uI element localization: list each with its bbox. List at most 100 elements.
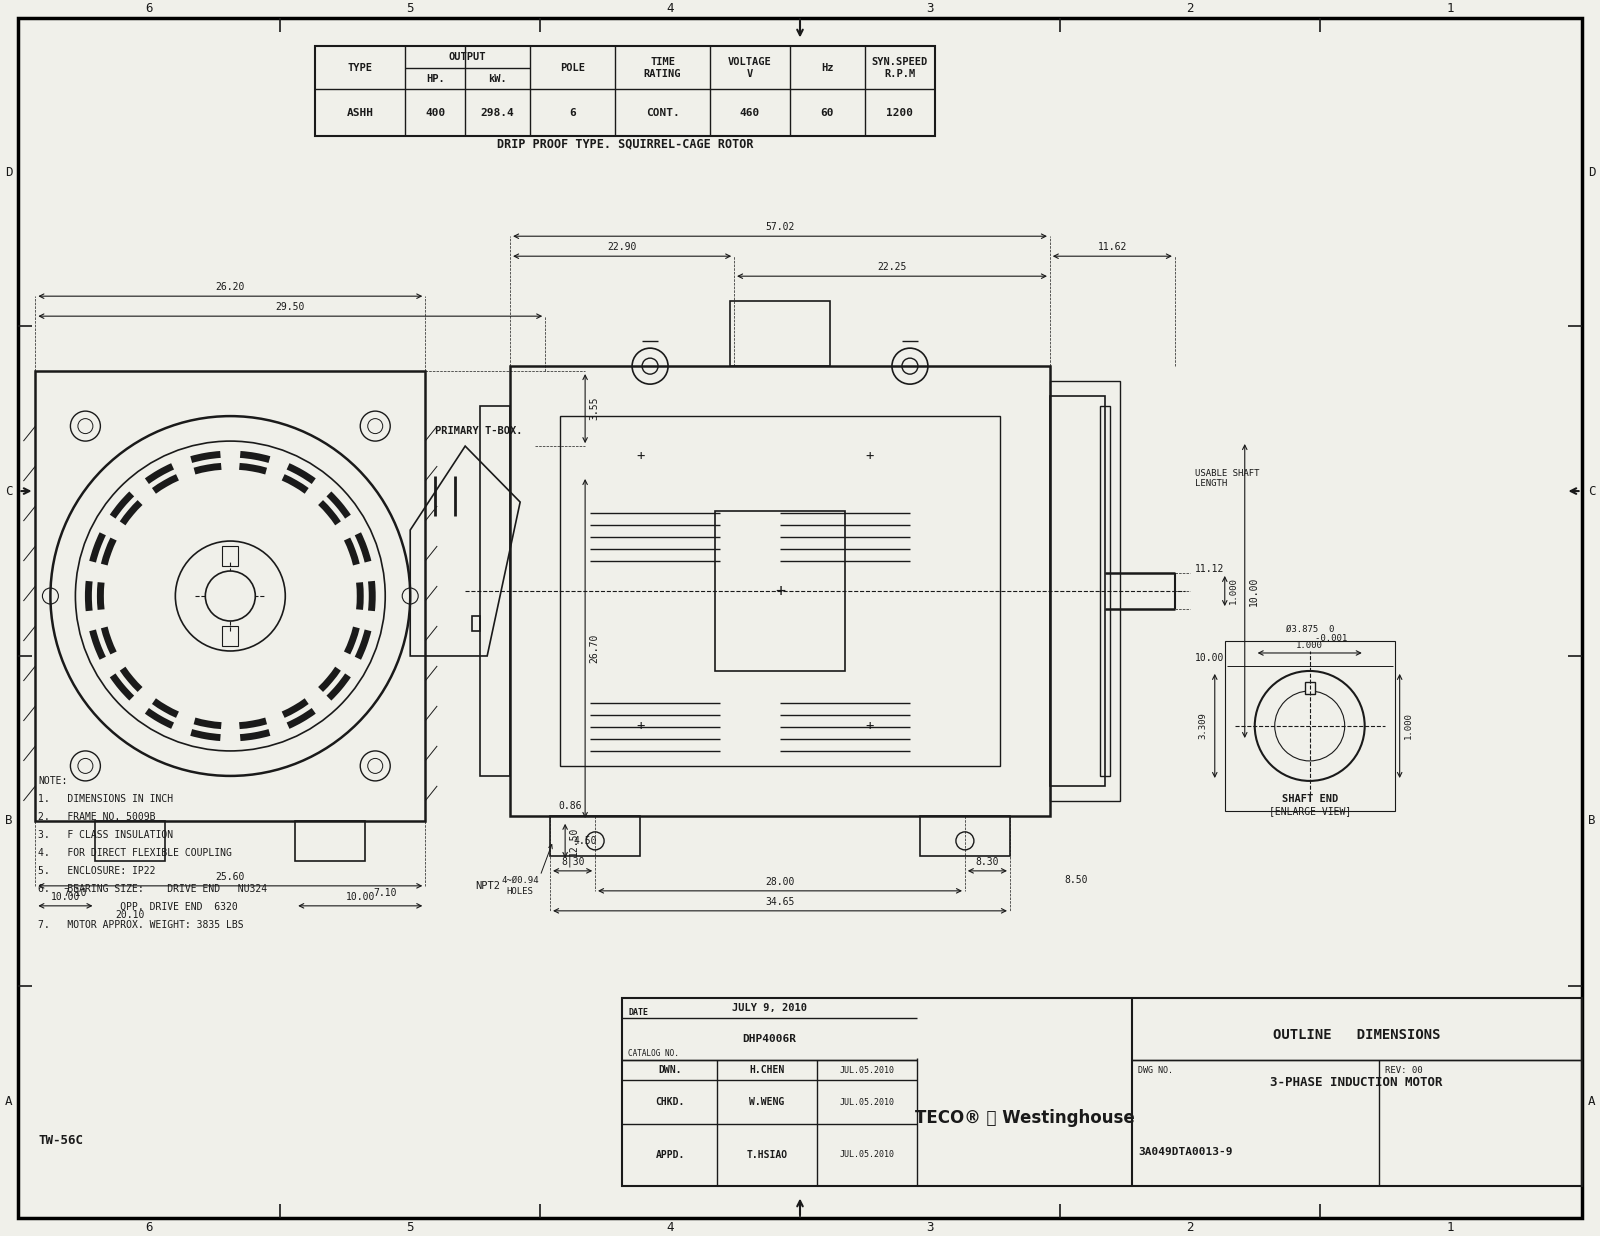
Text: NPT2: NPT2 (475, 881, 501, 891)
Bar (920, 816, 1010, 855)
Text: D: D (5, 166, 13, 179)
Text: 25.60: 25.60 (216, 871, 245, 881)
Bar (480, 407, 510, 776)
Bar (550, 816, 640, 855)
Text: USABLE SHAFT
LENGTH: USABLE SHAFT LENGTH (1195, 468, 1259, 488)
Text: 1.000: 1.000 (1229, 577, 1238, 604)
Text: Ø3.875  0: Ø3.875 0 (1285, 624, 1334, 634)
Text: T.HSIAO: T.HSIAO (747, 1149, 787, 1159)
Text: TW-56C: TW-56C (38, 1135, 83, 1147)
Text: D: D (1587, 166, 1595, 179)
Text: 1: 1 (1446, 1221, 1454, 1235)
Text: 12.50: 12.50 (570, 826, 579, 855)
Text: H.CHEN: H.CHEN (749, 1065, 784, 1075)
Text: 22.90: 22.90 (608, 242, 637, 252)
Text: C: C (1587, 485, 1595, 498)
Text: 6: 6 (570, 108, 576, 117)
Text: 11.62: 11.62 (1098, 242, 1126, 252)
Text: OPP. DRIVE END  6320: OPP. DRIVE END 6320 (38, 902, 238, 912)
Text: 10.00: 10.00 (51, 892, 80, 902)
Text: 3-PHASE INDUCTION MOTOR: 3-PHASE INDUCTION MOTOR (1270, 1075, 1443, 1089)
Text: 6: 6 (146, 1221, 154, 1235)
Text: A: A (1587, 1095, 1595, 1109)
Text: CONT.: CONT. (646, 108, 680, 117)
Text: 4: 4 (666, 1221, 674, 1235)
Text: PRIMARY T-BOX.: PRIMARY T-BOX. (435, 426, 523, 436)
Text: 10.00: 10.00 (1195, 654, 1224, 664)
Text: 2.   FRAME NO. 5009B: 2. FRAME NO. 5009B (38, 812, 155, 822)
Bar (1050, 396, 1106, 786)
Bar (315, 46, 934, 136)
Text: 2: 2 (1186, 1221, 1194, 1235)
Text: 26.70: 26.70 (589, 634, 598, 664)
Text: 4.   FOR DIRECT FLEXIBLE COUPLING: 4. FOR DIRECT FLEXIBLE COUPLING (38, 848, 232, 858)
Text: C: C (5, 485, 13, 498)
Bar (35, 371, 426, 821)
Text: 6: 6 (146, 1, 154, 15)
Text: 8.50: 8.50 (1066, 875, 1088, 885)
Text: 4~Ø0.94
HOLES: 4~Ø0.94 HOLES (501, 876, 539, 896)
Text: 4.50: 4.50 (573, 836, 597, 845)
Text: 0.86: 0.86 (558, 801, 582, 811)
Bar (296, 821, 365, 860)
Bar (472, 616, 480, 632)
Text: JUL.05.2010: JUL.05.2010 (840, 1065, 894, 1074)
Bar (730, 302, 830, 366)
Text: +: + (635, 719, 645, 733)
Text: 1: 1 (1446, 1, 1454, 15)
Text: kW.: kW. (488, 74, 507, 84)
Bar (1099, 407, 1110, 776)
Text: CHKD.: CHKD. (656, 1098, 685, 1107)
Text: 11.12: 11.12 (1195, 564, 1224, 574)
Text: JUL.05.2010: JUL.05.2010 (840, 1098, 894, 1106)
Text: CATALOG NO.: CATALOG NO. (629, 1049, 678, 1058)
Text: 7.   MOTOR APPROX. WEIGHT: 3835 LBS: 7. MOTOR APPROX. WEIGHT: 3835 LBS (38, 920, 245, 929)
Text: 1.   DIMENSIONS IN INCH: 1. DIMENSIONS IN INCH (38, 794, 173, 803)
Text: 22.25: 22.25 (877, 262, 907, 272)
Text: DWN.: DWN. (658, 1065, 682, 1075)
Text: REV: 00: REV: 00 (1386, 1065, 1422, 1075)
Text: [ENLARGE VIEW]: [ENLARGE VIEW] (1269, 806, 1350, 816)
Text: 5: 5 (406, 1, 414, 15)
Text: DHP4006R: DHP4006R (742, 1035, 797, 1044)
Text: 34.65: 34.65 (765, 897, 795, 907)
Text: 7.10: 7.10 (373, 887, 397, 897)
Text: 400: 400 (426, 108, 445, 117)
Bar (96, 821, 165, 860)
Text: POLE: POLE (560, 63, 586, 73)
Bar (222, 546, 238, 566)
Text: TIME
RATING: TIME RATING (643, 57, 682, 79)
Bar (510, 366, 1050, 816)
Text: HP.: HP. (426, 74, 445, 84)
Text: SYN.SPEED
R.P.M: SYN.SPEED R.P.M (872, 57, 928, 79)
Text: TYPE: TYPE (347, 63, 373, 73)
Text: DRIP PROOF TYPE. SQUIRREL-CAGE ROTOR: DRIP PROOF TYPE. SQUIRREL-CAGE ROTOR (498, 137, 754, 151)
Text: Hz: Hz (821, 63, 834, 73)
Text: 29.50: 29.50 (275, 302, 306, 313)
Text: NOTE:: NOTE: (38, 776, 67, 786)
Text: 1.000: 1.000 (1296, 641, 1323, 650)
Text: 3.309: 3.309 (1198, 712, 1208, 739)
Text: 2: 2 (1186, 1, 1194, 15)
Text: +: + (774, 582, 786, 599)
Text: OUTPUT: OUTPUT (450, 52, 486, 62)
Text: 60: 60 (821, 108, 834, 117)
Text: 20.10: 20.10 (115, 910, 146, 920)
Text: -0.001: -0.001 (1272, 634, 1347, 644)
Text: +: + (635, 449, 645, 464)
Text: 57.02: 57.02 (765, 222, 795, 232)
Text: 28.00: 28.00 (765, 876, 795, 887)
Text: OUTLINE   DIMENSIONS: OUTLINE DIMENSIONS (1274, 1028, 1440, 1042)
Text: 1.000: 1.000 (1405, 712, 1413, 739)
Text: TECO® Ⓢ Westinghouse: TECO® Ⓢ Westinghouse (915, 1109, 1134, 1127)
Text: B: B (1587, 815, 1595, 827)
Bar (560, 417, 1000, 766)
Text: JUL.05.2010: JUL.05.2010 (840, 1151, 894, 1159)
Text: 3.55: 3.55 (589, 397, 598, 420)
Text: 4: 4 (666, 1, 674, 15)
Bar (1304, 682, 1315, 693)
Text: JULY 9, 2010: JULY 9, 2010 (733, 1004, 806, 1014)
Text: B: B (5, 815, 13, 827)
Bar (622, 997, 1581, 1185)
Text: 3: 3 (926, 1221, 934, 1235)
